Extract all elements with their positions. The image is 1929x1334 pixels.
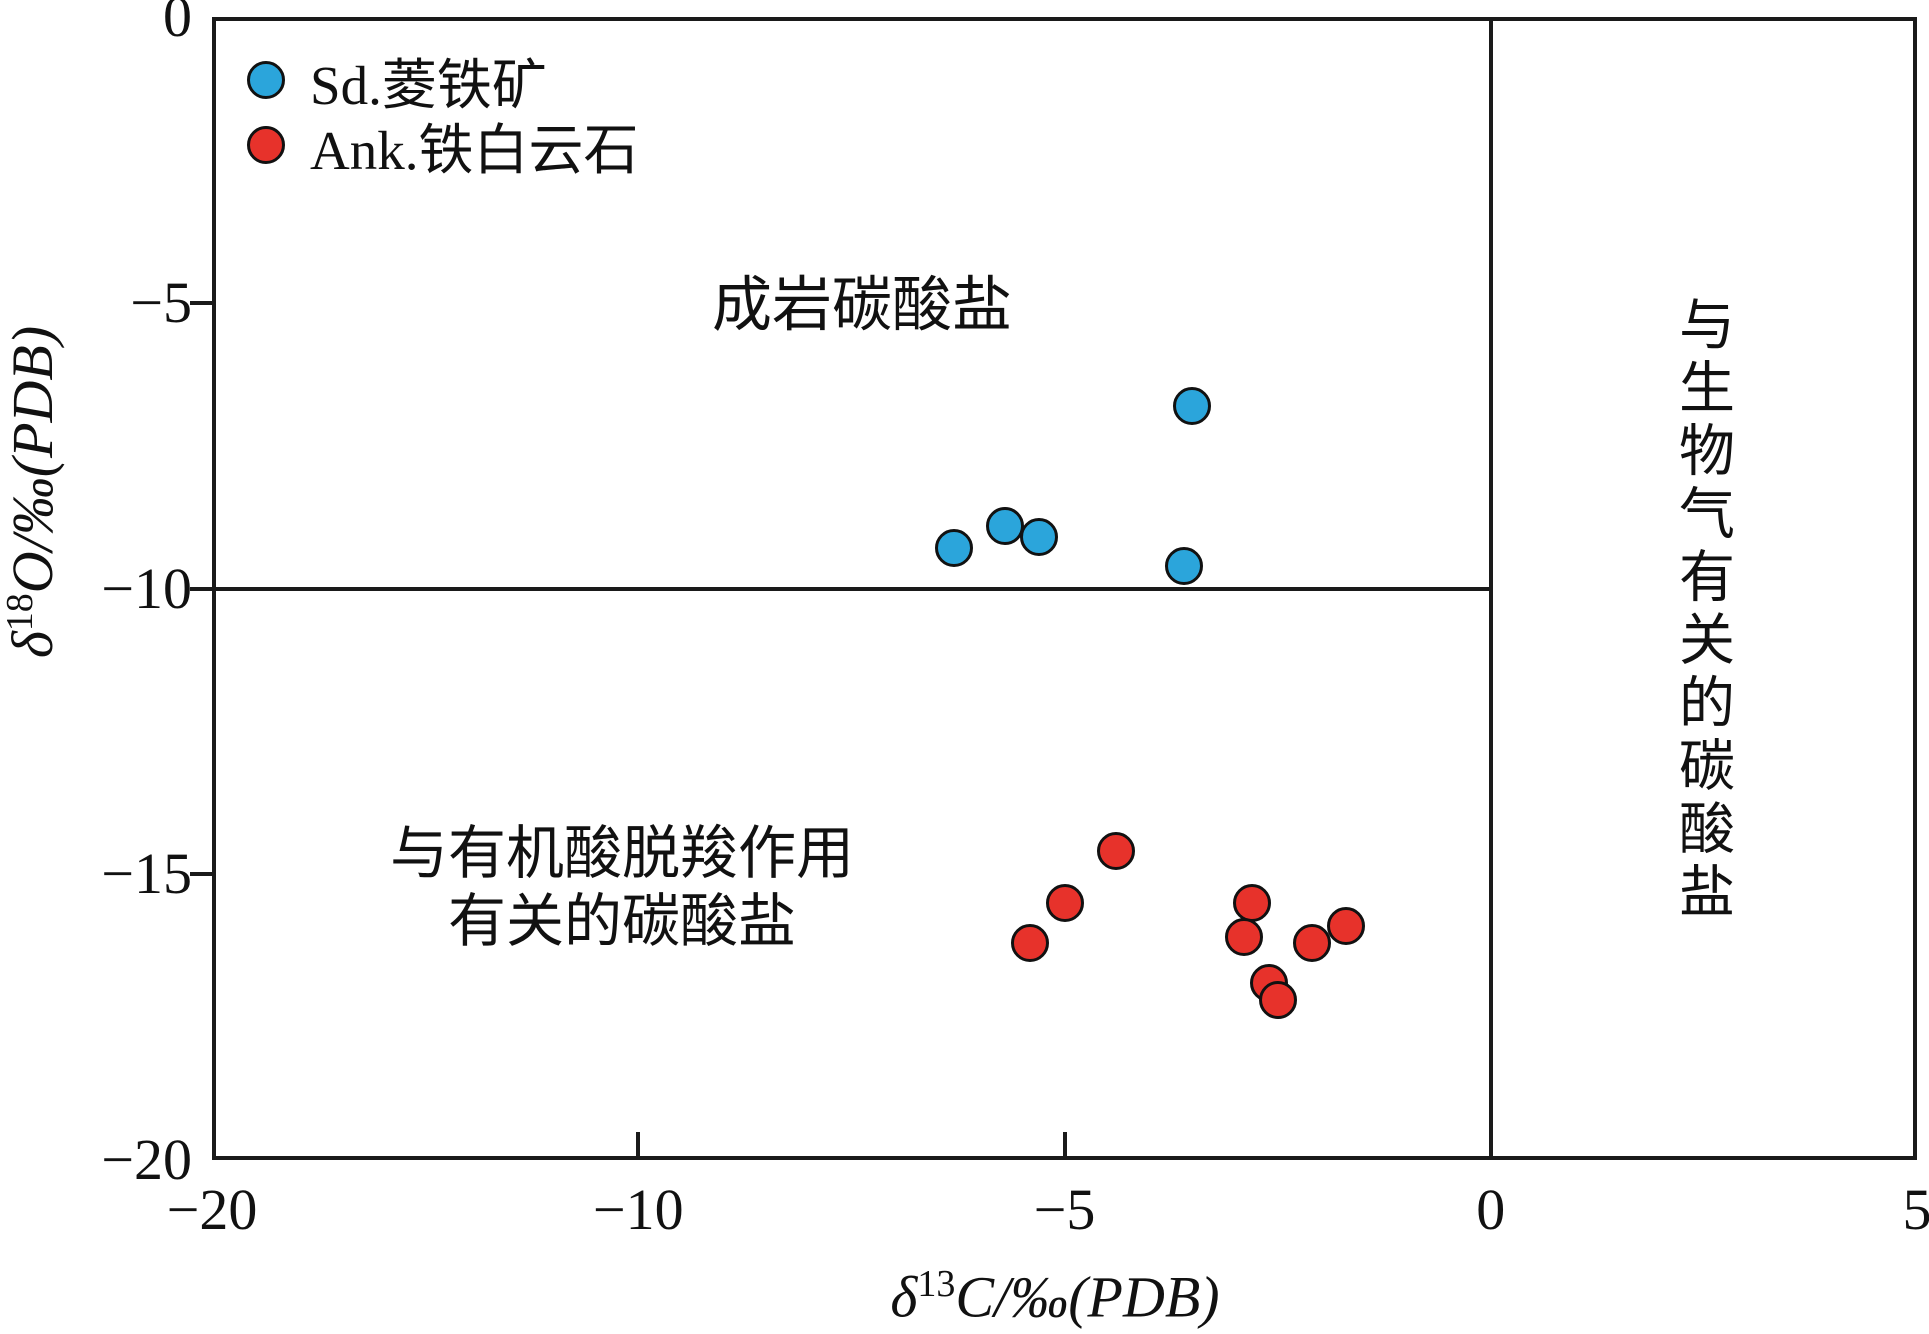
legend-item-ankerite: Ank.铁白云石 bbox=[247, 112, 638, 181]
legend: Sd.菱铁矿 Ank.铁白云石 bbox=[247, 47, 638, 181]
y-tick-label: −10 bbox=[101, 555, 192, 621]
y-tick-label: −5 bbox=[130, 269, 192, 335]
data-point-siderite bbox=[1164, 546, 1203, 585]
y-tick-label: 0 bbox=[163, 0, 192, 49]
data-point-ankerite bbox=[1096, 832, 1135, 871]
x-axis-title-superscript: 13 bbox=[917, 1263, 956, 1305]
x-tick-mark bbox=[1488, 1132, 1493, 1158]
y-tick-mark bbox=[190, 872, 212, 877]
x-tick-label: −5 bbox=[1033, 1177, 1096, 1242]
x-tick-label: 5 bbox=[1902, 1177, 1929, 1242]
x-tick-label: 0 bbox=[1476, 1177, 1506, 1242]
y-tick-mark bbox=[190, 586, 212, 591]
y-tick-label: −15 bbox=[101, 841, 192, 907]
region-label-organic-acid-line1: 与有机酸脱羧作用 bbox=[389, 821, 855, 886]
x-axis-title-unit: C/‰(PDB) bbox=[955, 1264, 1220, 1330]
ankerite-dot-icon bbox=[247, 125, 285, 164]
y-axis-title: δ18O/‰(PDB) bbox=[0, 326, 66, 658]
x-axis-title: δ13C/‰(PDB) bbox=[890, 1262, 1219, 1330]
data-point-ankerite bbox=[1258, 980, 1297, 1019]
y-tick-label: −20 bbox=[101, 1127, 192, 1192]
data-point-siderite bbox=[1173, 386, 1212, 425]
x-tick-label: −20 bbox=[166, 1177, 258, 1242]
data-point-ankerite bbox=[1224, 918, 1263, 957]
data-point-ankerite bbox=[1292, 923, 1331, 962]
data-point-siderite bbox=[1019, 518, 1058, 557]
region-label-biogenic-gas-carbonate: 与生物气有关的碳酸盐 bbox=[1670, 295, 1733, 925]
region-divider-vertical bbox=[1488, 17, 1493, 1160]
legend-label-siderite: Sd.菱铁矿 bbox=[310, 54, 547, 116]
region-divider-horizontal bbox=[212, 586, 1491, 591]
y-axis-title-delta: δ bbox=[0, 631, 66, 659]
y-axis-title-superscript: 18 bbox=[0, 593, 41, 632]
data-point-ankerite bbox=[1326, 906, 1365, 945]
x-tick-mark bbox=[1062, 1132, 1067, 1158]
y-axis-title-unit: O/‰(PDB) bbox=[0, 325, 66, 594]
region-label-organic-acid-carbonate: 与有机酸脱羧作用 有关的碳酸盐 bbox=[390, 820, 854, 956]
data-point-siderite bbox=[934, 529, 973, 568]
x-tick-label: −10 bbox=[592, 1177, 684, 1242]
region-label-diagenetic-carbonate: 成岩碳酸盐 bbox=[712, 272, 1012, 339]
data-point-ankerite bbox=[1233, 883, 1272, 922]
siderite-dot-icon bbox=[247, 60, 285, 99]
data-point-siderite bbox=[985, 506, 1024, 545]
legend-label-ankerite: Ank.铁白云石 bbox=[310, 119, 639, 181]
data-point-ankerite bbox=[1045, 883, 1084, 922]
x-tick-mark bbox=[636, 1132, 641, 1158]
y-tick-mark bbox=[190, 300, 212, 305]
x-axis-title-delta: δ bbox=[890, 1264, 918, 1330]
data-point-ankerite bbox=[1011, 923, 1050, 962]
region-label-organic-acid-line2: 有关的碳酸盐 bbox=[447, 889, 797, 954]
legend-item-siderite: Sd.菱铁矿 bbox=[247, 47, 638, 116]
